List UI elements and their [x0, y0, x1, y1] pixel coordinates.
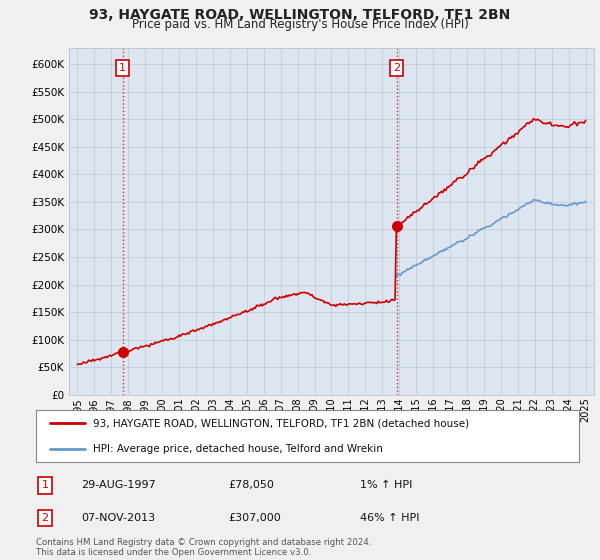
Text: HPI: Average price, detached house, Telford and Wrekin: HPI: Average price, detached house, Telf… — [93, 444, 383, 454]
Text: £78,050: £78,050 — [228, 480, 274, 491]
Text: 93, HAYGATE ROAD, WELLINGTON, TELFORD, TF1 2BN: 93, HAYGATE ROAD, WELLINGTON, TELFORD, T… — [89, 8, 511, 22]
Text: 93, HAYGATE ROAD, WELLINGTON, TELFORD, TF1 2BN (detached house): 93, HAYGATE ROAD, WELLINGTON, TELFORD, T… — [93, 418, 469, 428]
Text: 46% ↑ HPI: 46% ↑ HPI — [360, 513, 419, 523]
Text: 07-NOV-2013: 07-NOV-2013 — [81, 513, 155, 523]
Text: 1: 1 — [119, 63, 126, 73]
Text: £307,000: £307,000 — [228, 513, 281, 523]
Text: 1: 1 — [41, 480, 49, 491]
Text: Contains HM Land Registry data © Crown copyright and database right 2024.
This d: Contains HM Land Registry data © Crown c… — [36, 538, 371, 557]
Text: 1% ↑ HPI: 1% ↑ HPI — [360, 480, 412, 491]
Text: 29-AUG-1997: 29-AUG-1997 — [81, 480, 156, 491]
Text: Price paid vs. HM Land Registry's House Price Index (HPI): Price paid vs. HM Land Registry's House … — [131, 18, 469, 31]
Text: 2: 2 — [393, 63, 400, 73]
Text: 2: 2 — [41, 513, 49, 523]
